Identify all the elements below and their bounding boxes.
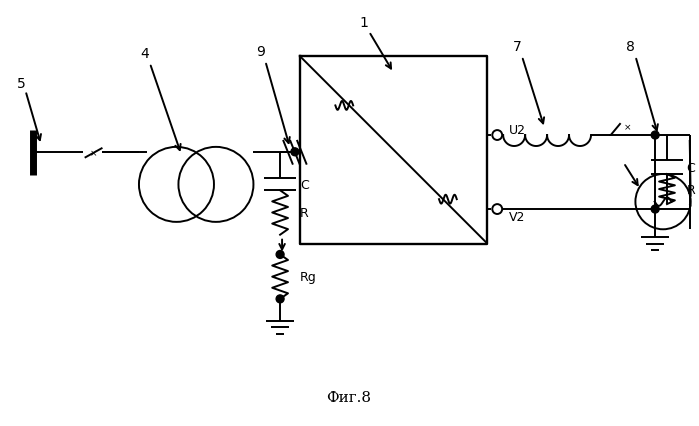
Circle shape xyxy=(291,149,299,156)
Text: 9: 9 xyxy=(256,45,265,59)
Text: C: C xyxy=(300,178,308,191)
Text: 4: 4 xyxy=(140,47,150,61)
Text: Фиг.8: Фиг.8 xyxy=(326,390,370,403)
Text: R: R xyxy=(686,183,696,196)
Text: 1: 1 xyxy=(359,15,368,29)
Circle shape xyxy=(276,295,284,303)
Text: Rg: Rg xyxy=(300,271,317,283)
Text: 8: 8 xyxy=(626,40,635,54)
Text: V2: V2 xyxy=(509,211,526,224)
Circle shape xyxy=(276,251,284,259)
Circle shape xyxy=(492,131,502,141)
Circle shape xyxy=(651,132,659,140)
Text: ×: × xyxy=(624,124,631,132)
Text: R: R xyxy=(300,207,308,219)
Text: ×: × xyxy=(89,149,97,158)
Text: 7: 7 xyxy=(512,40,521,54)
Text: 5: 5 xyxy=(17,77,26,90)
Circle shape xyxy=(492,204,502,214)
Text: C: C xyxy=(686,161,696,174)
Text: U2: U2 xyxy=(509,123,526,136)
Circle shape xyxy=(651,206,659,213)
